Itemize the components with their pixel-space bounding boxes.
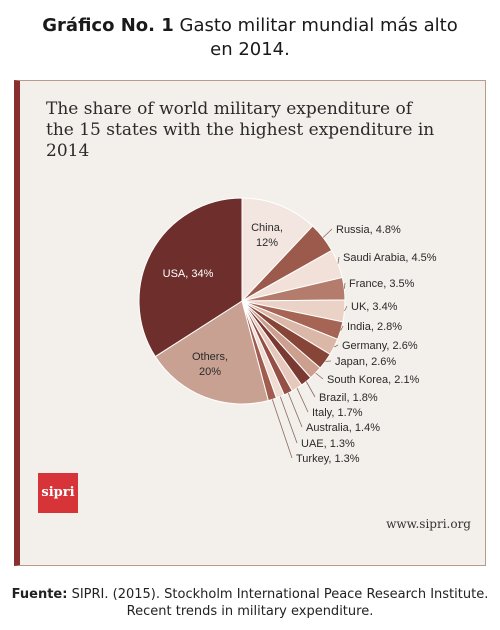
pie-slice-others [154, 300, 269, 405]
slice-label-others: Others, 20% [192, 351, 228, 378]
source-note: Fuente: SIPRI. (2015). Stockholm Interna… [0, 586, 500, 620]
leader-line-turkey [271, 399, 293, 459]
slice-label-saudi-arabia: Saudi Arabia, 4.5% [343, 252, 437, 264]
chart-card: The share of world military expenditure … [14, 80, 486, 566]
source-label: Fuente: [11, 587, 68, 602]
chart-title-line2: the 15 states with the highest expenditu… [46, 120, 435, 161]
leader-line-italy [296, 387, 309, 413]
leader-line-south-korea [315, 372, 324, 380]
figure-title-line1: Gasto militar mundial más alto [179, 15, 458, 36]
slice-label-usa: USA, 34% [163, 268, 214, 280]
pie-slice-usa [138, 197, 243, 358]
slice-label-germany: Germany, 2.6% [342, 340, 418, 352]
leader-line-russia [322, 228, 333, 238]
slice-label-brazil: Brazil, 1.8% [319, 392, 378, 404]
slice-label-south-korea: South Korea, 2.1% [327, 374, 420, 386]
chart-title: The share of world military expenditure … [46, 99, 476, 162]
figure-number: Gráfico No. 1 [42, 15, 174, 36]
leader-line-australia [287, 392, 303, 428]
slice-label-turkey: Turkey, 1.3% [296, 453, 360, 465]
leader-line-india [340, 325, 344, 331]
slice-label-russia: Russia, 4.8% [336, 224, 401, 236]
slice-label-uae: UAE, 1.3% [301, 438, 355, 450]
source-line1: SIPRI. (2015). Stockholm International P… [71, 587, 489, 602]
leader-line-brazil [305, 381, 316, 398]
slice-label-china: China, 12% [251, 222, 283, 249]
source-url: www.sipri.org [386, 517, 471, 531]
figure-title-line2: en 2014. [210, 39, 290, 60]
figure-caption: Gráfico No. 1 Gasto militar mundial más … [0, 14, 500, 62]
leader-line-germany [334, 344, 339, 348]
leader-line-uk [344, 305, 348, 312]
slice-label-australia: Australia, 1.4% [306, 422, 380, 434]
leader-line-france [343, 282, 346, 289]
leader-line-uae [279, 396, 298, 444]
source-line2: Recent trends in military expenditure. [126, 604, 374, 619]
leader-line-saudi-arabia [337, 256, 340, 264]
slice-label-japan: Japan, 2.6% [335, 356, 396, 368]
chart-title-line1: The share of world military expenditure … [46, 99, 413, 119]
sipri-logo: sipri [38, 473, 78, 513]
pie-chart: China, 12% USA, 34% Others, 20% Russia, 4.8% S… [138, 197, 437, 465]
slice-label-italy: Italy, 1.7% [312, 407, 363, 419]
slice-label-india: India, 2.8% [347, 321, 402, 333]
pie-slice-china [241, 197, 314, 303]
slice-label-uk: UK, 3.4% [351, 301, 398, 313]
slice-label-france: France, 3.5% [349, 278, 415, 290]
